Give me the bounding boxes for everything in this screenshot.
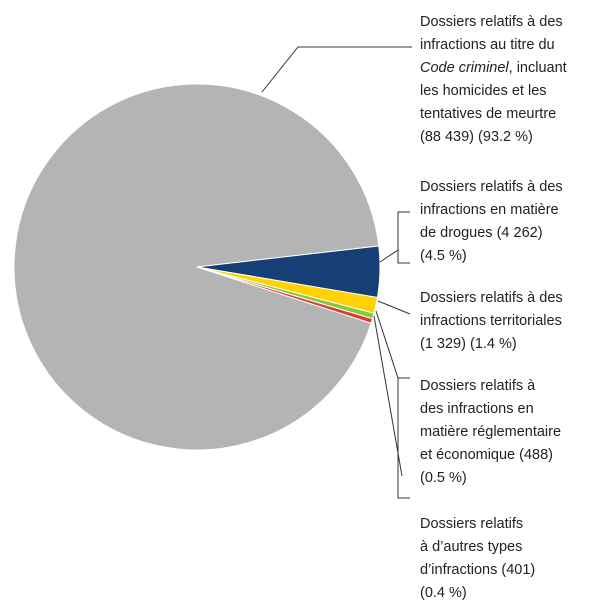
count-label: (401)	[501, 562, 535, 578]
slice-label: (1 329) (1.4 %)	[420, 336, 517, 352]
leader-line	[377, 300, 411, 315]
value-label: (4.5 %)	[420, 248, 467, 264]
value-label: (0.5 %)	[420, 470, 467, 486]
value-label: (93.2 %)	[478, 129, 533, 145]
slice-label: infractions en matière	[420, 202, 559, 218]
slice-label: de drogues (4 262)	[420, 225, 543, 241]
leader-line	[261, 46, 412, 93]
slice-label: matière réglementaire	[420, 424, 561, 440]
label-segment: , incluant	[509, 60, 567, 76]
slice-label: les homicides et les	[420, 83, 547, 99]
slice-label: Dossiers relatifs à des	[420, 179, 563, 195]
slice-label: Dossiers relatifs à	[420, 378, 536, 394]
value-label: (0.4 %)	[420, 585, 467, 601]
label-segment: Code criminel	[420, 60, 509, 76]
pie-slice	[196, 266, 374, 324]
slice-label: (4.5 %)	[420, 248, 467, 264]
count-label: (1 329)	[420, 336, 466, 352]
leader-line	[379, 211, 410, 264]
slice-label: Dossiers relatifs à des	[420, 290, 563, 306]
pie-slice	[13, 83, 380, 451]
count-label: (4 262)	[497, 225, 543, 241]
slice-label: Dossiers relatifs	[420, 516, 523, 532]
value-label: (1.4 %)	[470, 336, 517, 352]
leader-line	[375, 310, 410, 499]
slice-label: et économique (488)	[420, 447, 553, 463]
slice-label: infractions au titre du	[420, 37, 555, 53]
slice-label: infractions territoriales	[420, 313, 562, 329]
slice-label: d’infractions (401)	[420, 562, 535, 578]
count-label: (88 439)	[420, 129, 474, 145]
slice-label: Code criminel, incluant	[420, 60, 567, 76]
slice-label: (88 439) (93.2 %)	[420, 129, 533, 145]
slice-label: à d’autres types	[420, 539, 522, 555]
leader-line	[373, 315, 403, 477]
slice-label: (0.4 %)	[420, 585, 467, 601]
slice-label: Dossiers relatifs à des	[420, 14, 563, 30]
slice-label: (0.5 %)	[420, 470, 467, 486]
slice-label: tentatives de meurtre	[420, 106, 556, 122]
slice-label: des infractions en	[420, 401, 534, 417]
count-label: (488)	[519, 447, 553, 463]
